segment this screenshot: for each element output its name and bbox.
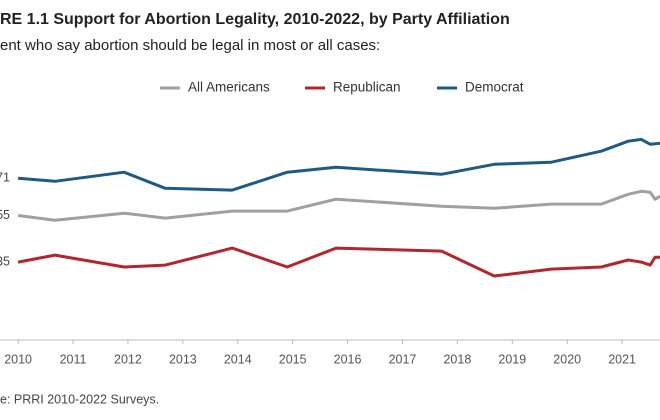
data-label: 35: [0, 254, 10, 268]
x-tick-label: 2021: [608, 352, 636, 366]
legend-label: All Americans: [188, 80, 270, 95]
chart-title: RE 1.1 Support for Abortion Legality, 20…: [0, 11, 510, 28]
x-tick-label: 2020: [553, 352, 581, 366]
legend-label: Republican: [333, 80, 401, 95]
x-tick-label: 2010: [4, 352, 32, 366]
series-line: [17, 246, 660, 278]
chart-subtitle: ent who say abortion should be legal in …: [0, 37, 380, 54]
x-tick-label: 2014: [224, 352, 252, 366]
x-tick-label: 2011: [60, 352, 87, 366]
x-tick-label: 2013: [169, 352, 197, 366]
series-line: [17, 137, 660, 192]
x-tick-label: 2015: [279, 352, 307, 366]
data-label: 71: [0, 171, 10, 185]
x-tick-label: 2019: [498, 352, 526, 366]
x-tick-label: 2016: [334, 352, 362, 366]
x-tick-label: 2012: [114, 352, 142, 366]
x-tick-label: 2018: [443, 352, 471, 366]
legend-label: Democrat: [465, 80, 524, 95]
x-tick-label: 2017: [389, 352, 417, 366]
series-line: [17, 189, 660, 222]
source-note: e: PRRI 2010-2022 Surveys.: [0, 392, 159, 406]
data-label: 55: [0, 208, 10, 222]
